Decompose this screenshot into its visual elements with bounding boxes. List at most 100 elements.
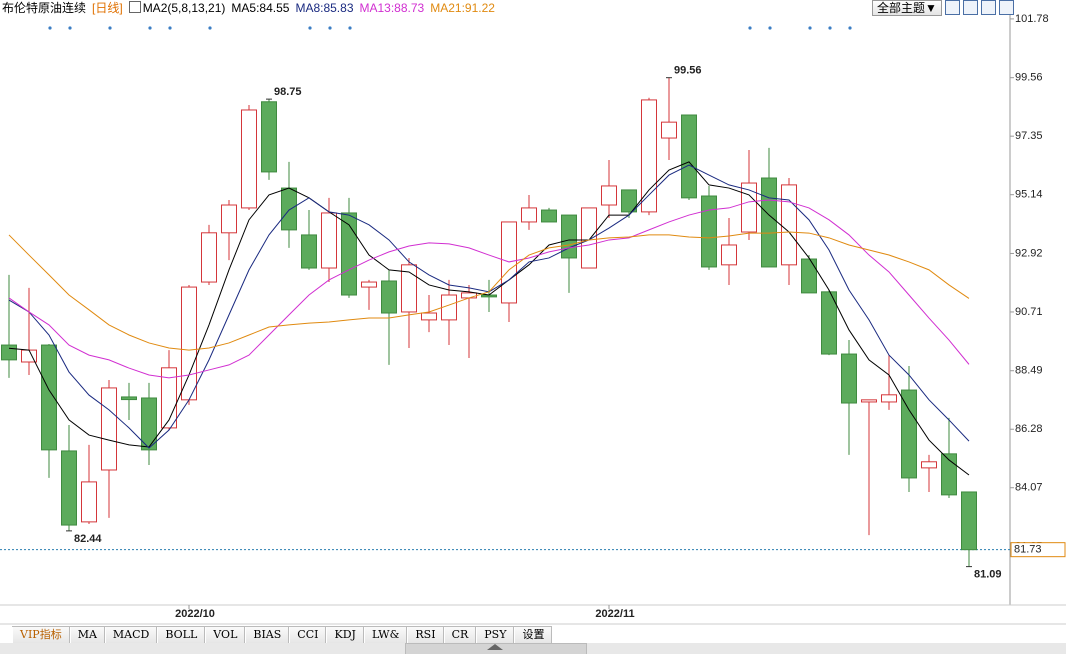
candle	[81, 444, 97, 524]
candle	[1, 274, 17, 378]
candle	[561, 214, 577, 293]
candle	[361, 279, 377, 310]
header: 布伦特原油连续 [日线] MA2(5,8,13,21) MA5:84.55 MA8:85…	[2, 1, 507, 15]
indicator-tab[interactable]: MA	[69, 627, 105, 643]
candle	[961, 491, 977, 567]
indicator-tab[interactable]: BOLL	[157, 627, 206, 643]
candle-body	[881, 394, 897, 403]
candle-body	[581, 207, 597, 269]
candle	[841, 340, 857, 455]
last-price-label: 81.73	[1014, 544, 1042, 556]
candle	[621, 189, 637, 218]
legend-entry: MA21:91.22	[430, 1, 495, 15]
candle-body	[301, 234, 317, 269]
candle-body	[681, 114, 697, 199]
candle	[821, 289, 837, 356]
candle	[301, 210, 317, 270]
indicator-tab[interactable]: PSY	[476, 627, 515, 643]
candle	[201, 224, 217, 285]
scrollbar[interactable]	[0, 643, 1066, 654]
candle	[61, 424, 77, 531]
scroll-arrow[interactable]	[487, 644, 503, 650]
indicator-tab[interactable]: KDJ	[326, 627, 364, 643]
candle	[221, 199, 237, 261]
period[interactable]: [日线]	[92, 1, 123, 15]
candle	[541, 207, 557, 223]
theme-button[interactable]: 全部主题▼	[872, 0, 942, 16]
candle-body	[641, 99, 657, 213]
x-tick-label: 2022/10	[175, 608, 215, 620]
candle-body	[1, 344, 17, 361]
candle	[881, 355, 897, 410]
candle	[601, 160, 617, 218]
x-tick-label: 2022/11	[595, 608, 634, 620]
legend-entry: MA8:85.83	[295, 1, 354, 15]
candle-body	[861, 399, 877, 403]
candle	[581, 207, 597, 269]
candle-body	[701, 195, 717, 268]
candle	[281, 161, 297, 248]
candle	[761, 147, 777, 268]
candle-body	[501, 221, 517, 304]
indicator-tab[interactable]: MACD	[104, 627, 158, 643]
legend-entry: MA13:88.73	[359, 1, 425, 15]
candle	[641, 97, 657, 216]
candle	[141, 382, 157, 465]
candle	[901, 365, 917, 492]
extreme-label: 82.44	[74, 533, 102, 545]
extreme-label: 99.56	[674, 65, 702, 77]
extreme-label: 98.75	[274, 86, 302, 98]
zoom-out[interactable]	[962, 0, 978, 15]
indicator-tab[interactable]: CR	[443, 627, 477, 643]
candle-body	[241, 109, 257, 209]
candle-body	[721, 244, 737, 266]
last-price-box	[1010, 542, 1066, 558]
chart-title: 布伦特原油连续	[2, 1, 87, 15]
candle-body	[761, 177, 777, 268]
candle	[241, 104, 257, 211]
reset[interactable]	[998, 0, 1014, 15]
indicator-tab[interactable]: VIP指标	[12, 627, 70, 643]
candle	[161, 350, 177, 431]
candle	[921, 454, 937, 492]
legend: MA5:84.55 MA8:85.83 MA13:88.73 MA21:91.22	[231, 1, 501, 15]
candle	[261, 99, 277, 180]
candle-body	[41, 344, 57, 451]
candle-body	[741, 182, 757, 233]
y-tick-label: 90.71	[1015, 306, 1043, 318]
indicator-tab[interactable]: 设置	[514, 627, 553, 643]
move[interactable]	[980, 0, 996, 15]
candle	[101, 379, 117, 518]
indicator-tab[interactable]: LW&	[363, 627, 408, 643]
candle-body	[521, 207, 537, 223]
candle-body	[181, 286, 197, 401]
candle-body	[221, 204, 237, 234]
candle-body	[201, 232, 217, 283]
zoom-in[interactable]	[944, 0, 960, 15]
indicator-tab[interactable]: BIAS	[245, 627, 290, 643]
candle	[121, 382, 137, 420]
candle-body	[621, 189, 637, 213]
indicator-tab[interactable]: CCI	[289, 627, 327, 643]
candle-body	[941, 453, 957, 496]
candle	[481, 279, 497, 312]
candle	[521, 194, 537, 230]
candle	[701, 185, 717, 270]
candle-body	[401, 264, 417, 313]
candle-body	[281, 187, 297, 231]
candle	[721, 217, 737, 285]
y-tick-label: 86.28	[1015, 423, 1043, 435]
candle	[401, 257, 417, 348]
candle-body	[821, 291, 837, 355]
candle-body	[801, 258, 817, 294]
candle-body	[561, 214, 577, 259]
candle-body	[101, 387, 117, 471]
indicator-icon[interactable]	[128, 1, 141, 13]
candle-body	[381, 280, 397, 314]
indicator-tab[interactable]: VOL	[205, 627, 246, 643]
indicator-tab[interactable]: RSI	[407, 627, 444, 643]
candle-body	[341, 212, 357, 296]
y-tick-label: 97.35	[1015, 130, 1043, 142]
